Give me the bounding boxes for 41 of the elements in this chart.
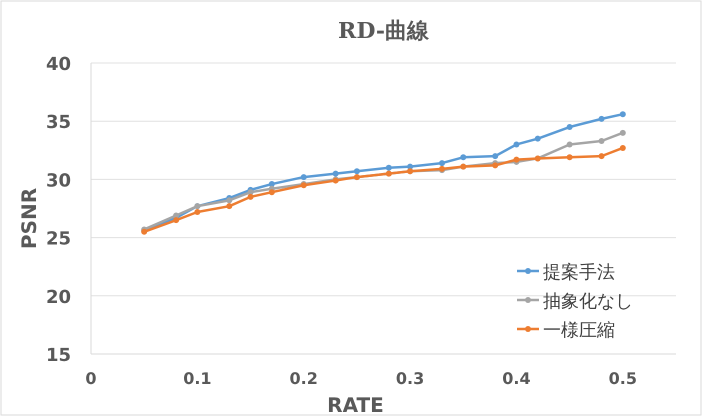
point	[248, 194, 254, 200]
y-axis-title: PSNR	[17, 188, 41, 250]
point	[598, 116, 605, 122]
x-tick-label: 0.2	[290, 369, 318, 388]
point	[173, 217, 180, 224]
chart-title: RD-曲線	[338, 18, 430, 44]
x-tick-label: 0.3	[396, 369, 424, 388]
legend-label: 抽象化なし	[543, 291, 633, 312]
point	[332, 170, 339, 177]
point	[300, 174, 307, 180]
x-tick-label: 0.1	[183, 369, 212, 388]
x-tick-label: 0.5	[608, 369, 637, 388]
point	[620, 130, 626, 136]
point	[460, 154, 466, 160]
x-axis-title: RATE	[327, 393, 384, 416]
point	[620, 144, 626, 151]
point	[566, 141, 573, 148]
point	[534, 136, 541, 142]
y-tick-label: 35	[46, 112, 71, 134]
point	[226, 203, 232, 210]
y-tick-label: 25	[46, 228, 71, 250]
point	[513, 141, 520, 148]
point	[439, 160, 445, 166]
point	[566, 124, 573, 130]
legend-label: 一様圧縮	[543, 320, 615, 341]
x-tick-label: 0	[85, 369, 97, 388]
x-tick-label: 0.4	[502, 369, 531, 388]
legend-label: 提案手法	[543, 262, 615, 283]
point	[386, 164, 392, 171]
point	[194, 208, 200, 215]
point	[492, 153, 498, 160]
point	[598, 153, 605, 160]
point	[598, 138, 605, 144]
point	[268, 189, 275, 196]
point	[620, 111, 626, 118]
point	[354, 168, 360, 174]
point	[566, 154, 573, 160]
y-tick-label: 15	[46, 345, 71, 366]
y-tick-label: 30	[46, 170, 71, 192]
y-tick-label: 40	[46, 54, 71, 75]
y-tick-label: 20	[46, 286, 71, 308]
